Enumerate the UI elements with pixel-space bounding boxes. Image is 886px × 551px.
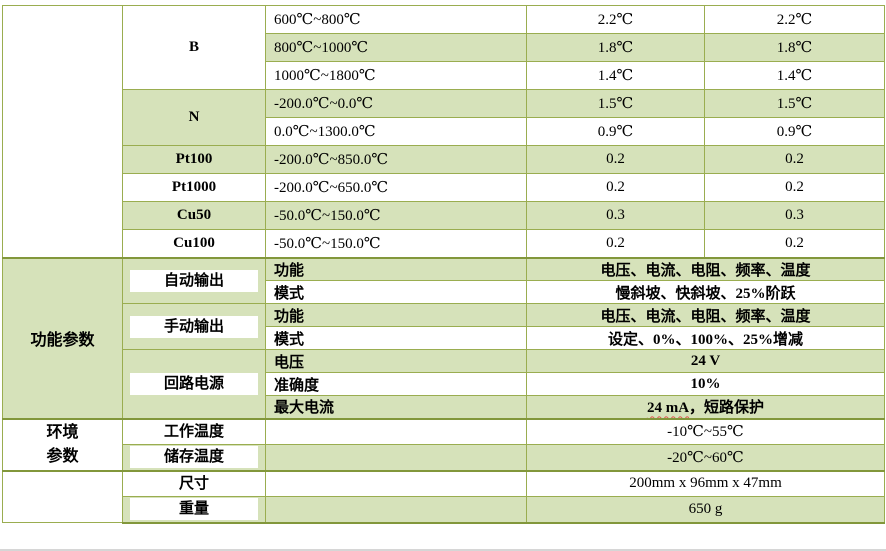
bottom-left-empty-cell bbox=[2, 469, 123, 523]
temp-range-cell: 1000℃~1800℃ bbox=[265, 61, 527, 90]
section-title-label: 功能参数 bbox=[30, 332, 95, 349]
accuracy-cell: 2.2℃ bbox=[704, 5, 885, 34]
accuracy-cell: 0.2 bbox=[704, 145, 885, 174]
param-value-cell: 24 mA，短路保护 bbox=[526, 395, 885, 419]
param-name-cell: 准确度 bbox=[265, 372, 527, 396]
temp-range-cell: 800℃~1000℃ bbox=[265, 33, 527, 62]
phys-value-cell: 650 g bbox=[526, 496, 885, 524]
env-label-cell-storage-temp: 储存温度 bbox=[122, 444, 266, 471]
accuracy-cell: 1.5℃ bbox=[704, 89, 885, 118]
temp-range-cell: -50.0℃~150.0℃ bbox=[265, 229, 527, 258]
phys-label-cell-size: 尺寸 bbox=[122, 469, 266, 497]
param-value-cell: 24 V bbox=[526, 349, 885, 373]
param-name-cell: 模式 bbox=[265, 326, 527, 350]
accuracy-cell: 1.4℃ bbox=[526, 61, 705, 90]
accuracy-cell: 1.8℃ bbox=[526, 33, 705, 62]
temp-range-cell: 0.0℃~1300.0℃ bbox=[265, 117, 527, 146]
phys-value-cell: 200mm x 96mm x 47mm bbox=[526, 469, 885, 497]
accuracy-cell: 0.2 bbox=[704, 173, 885, 202]
sensor-type-cell: N bbox=[122, 89, 266, 146]
section-title-function-params: 功能参数 bbox=[2, 256, 123, 419]
temp-range-cell: -200.0℃~650.0℃ bbox=[265, 173, 527, 202]
empty-cell bbox=[265, 417, 527, 445]
param-name-cell: 功能 bbox=[265, 256, 527, 281]
accuracy-cell: 0.2 bbox=[526, 145, 705, 174]
empty-cell bbox=[265, 444, 527, 471]
output-label-cell-manual: 手动输出 bbox=[122, 303, 266, 350]
page-bottom-rule bbox=[0, 549, 886, 551]
accuracy-cell: 0.3 bbox=[526, 201, 705, 230]
param-value-current: 24 mA bbox=[646, 400, 690, 417]
temp-range-cell: -200.0℃~850.0℃ bbox=[265, 145, 527, 174]
output-label-cell-auto: 自动输出 bbox=[122, 256, 266, 304]
env-label-box: 储存温度 bbox=[130, 446, 258, 469]
accuracy-cell: 1.5℃ bbox=[526, 89, 705, 118]
env-label-box: 工作温度 bbox=[130, 420, 258, 443]
sensor-type-cell: B bbox=[122, 5, 266, 90]
phys-label-cell-weight: 重量 bbox=[122, 496, 266, 524]
param-name-cell: 电压 bbox=[265, 349, 527, 373]
empty-cell bbox=[265, 496, 527, 524]
param-value-cell: 电压、电流、电阻、频率、温度 bbox=[526, 303, 885, 327]
accuracy-cell: 0.3 bbox=[704, 201, 885, 230]
temp-range-cell: 600℃~800℃ bbox=[265, 5, 527, 34]
accuracy-cell: 0.9℃ bbox=[704, 117, 885, 146]
sensor-type-cell: Pt1000 bbox=[122, 173, 266, 202]
spec-table: B 600℃~800℃ 2.2℃ 2.2℃ 800℃~1000℃ 1.8℃ 1.… bbox=[2, 5, 885, 524]
phys-label-box: 尺寸 bbox=[130, 472, 258, 495]
accuracy-cell: 1.8℃ bbox=[704, 33, 885, 62]
empty-cell bbox=[265, 469, 527, 497]
top-left-empty-cell bbox=[2, 5, 123, 258]
param-value-cell: 慢斜坡、快斜坡、25%阶跃 bbox=[526, 280, 885, 304]
param-value-note: ，短路保护 bbox=[689, 400, 765, 417]
accuracy-cell: 0.9℃ bbox=[526, 117, 705, 146]
param-value-cell: 10% bbox=[526, 372, 885, 396]
section-title-label: 环境参数 bbox=[46, 424, 79, 465]
temp-range-cell: -200.0℃~0.0℃ bbox=[265, 89, 527, 118]
env-value-cell: -20℃~60℃ bbox=[526, 444, 885, 471]
param-value-cell: 电压、电流、电阻、频率、温度 bbox=[526, 256, 885, 281]
accuracy-cell: 2.2℃ bbox=[526, 5, 705, 34]
accuracy-cell: 1.4℃ bbox=[704, 61, 885, 90]
param-name-cell: 最大电流 bbox=[265, 395, 527, 419]
sensor-type-cell: Cu50 bbox=[122, 201, 266, 230]
param-name-cell: 功能 bbox=[265, 303, 527, 327]
env-value-cell: -10℃~55℃ bbox=[526, 417, 885, 445]
sensor-type-cell: Cu100 bbox=[122, 229, 266, 258]
accuracy-cell: 0.2 bbox=[526, 229, 705, 258]
phys-label-box: 重量 bbox=[130, 498, 258, 521]
accuracy-cell: 0.2 bbox=[526, 173, 705, 202]
env-label-cell-working-temp: 工作温度 bbox=[122, 417, 266, 445]
accuracy-cell: 0.2 bbox=[704, 229, 885, 258]
output-label-box: 手动输出 bbox=[130, 315, 258, 338]
output-label-box: 自动输出 bbox=[130, 269, 258, 292]
sensor-type-cell: Pt100 bbox=[122, 145, 266, 174]
param-name-cell: 模式 bbox=[265, 280, 527, 304]
output-label-box: 回路电源 bbox=[130, 372, 258, 395]
section-title-environment-params: 环境参数 bbox=[2, 417, 123, 471]
temp-range-cell: -50.0℃~150.0℃ bbox=[265, 201, 527, 230]
output-label-cell-loop-power: 回路电源 bbox=[122, 349, 266, 419]
param-value-cell: 设定、0%、100%、25%增减 bbox=[526, 326, 885, 350]
